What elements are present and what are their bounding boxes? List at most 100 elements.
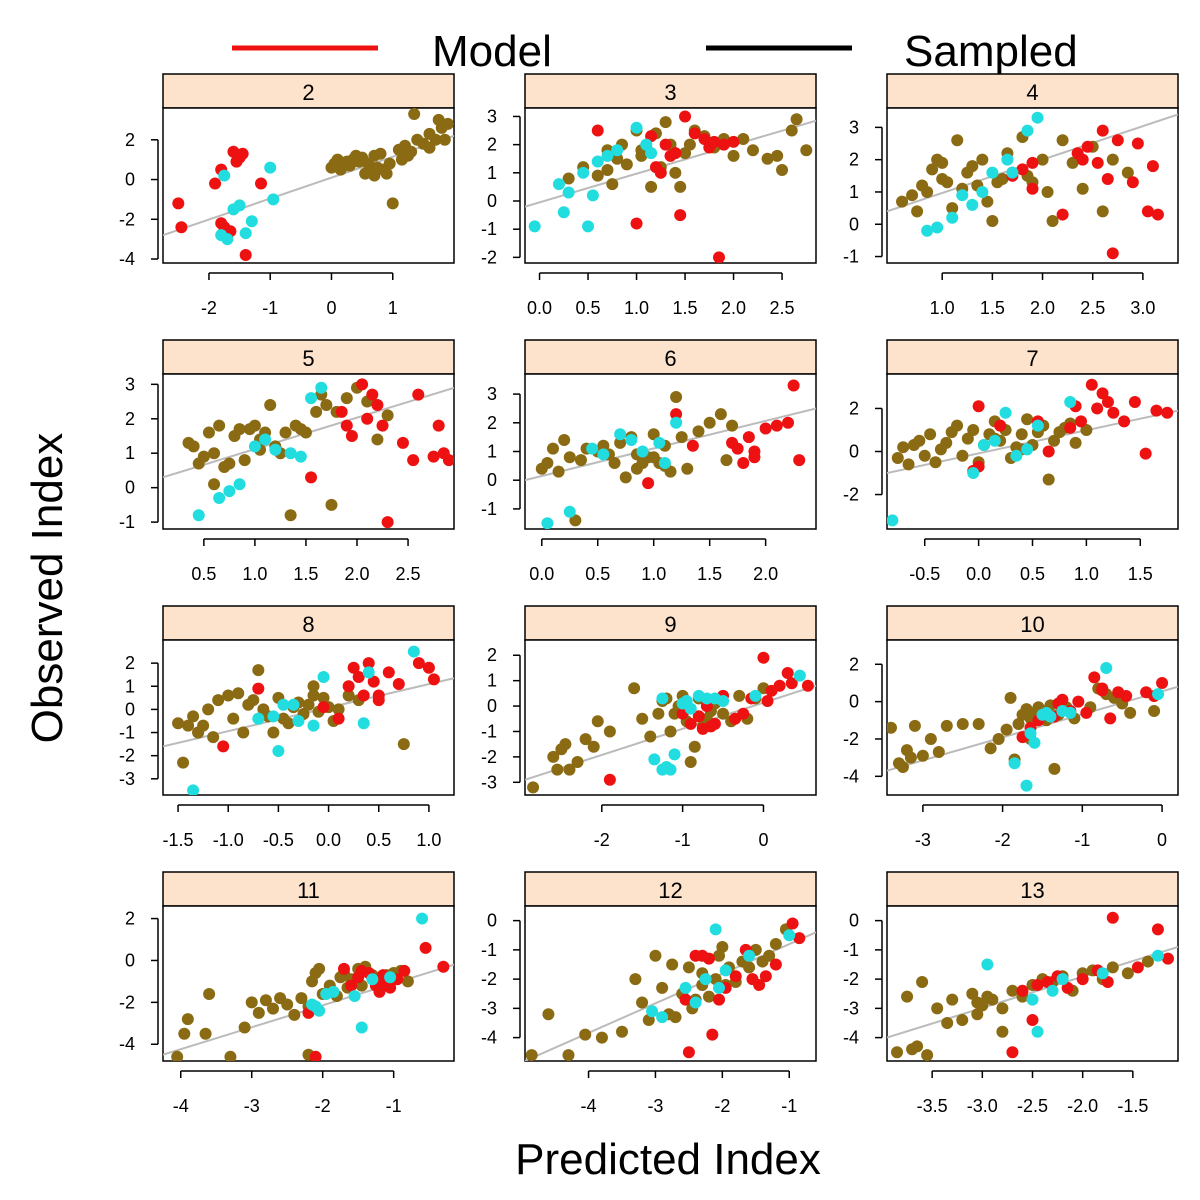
cyan-point: [287, 698, 300, 711]
y-tick-label: -2: [481, 247, 497, 267]
olive-point: [1066, 156, 1079, 169]
model-point: [793, 454, 806, 467]
cyan-point: [233, 199, 246, 212]
y-tick-label: -3: [481, 772, 497, 792]
x-tick-label: 1.5: [673, 298, 698, 318]
model-point: [239, 249, 252, 262]
model-point: [742, 431, 755, 444]
model-point: [781, 667, 794, 680]
model-point: [717, 138, 730, 151]
model-point: [1111, 134, 1124, 147]
cyan-point: [597, 448, 610, 461]
x-tick-label: 2.5: [770, 298, 795, 318]
model-point: [674, 209, 687, 222]
x-tick-label: -0.5: [263, 830, 294, 850]
olive-point: [574, 454, 587, 467]
model-point: [356, 378, 369, 391]
olive-point: [1004, 691, 1017, 704]
panel-11: 11 -4 -2 0 2 -4 -3 -2 -1: [119, 871, 455, 1116]
model-point: [230, 155, 243, 168]
olive-point: [636, 996, 649, 1009]
olive-point: [202, 703, 215, 716]
cyan-point: [1046, 984, 1059, 997]
model-point: [1096, 387, 1109, 400]
y-tick-label: -2: [843, 485, 859, 505]
cyan-point: [648, 753, 661, 766]
y-tick-label: 1: [487, 442, 497, 462]
cyan-point: [1152, 688, 1165, 701]
model-point: [317, 701, 330, 714]
olive-point: [702, 990, 715, 1003]
olive-point: [267, 1002, 280, 1015]
cyan-point: [1040, 706, 1053, 719]
panel-points: [887, 111, 1178, 260]
olive-point: [281, 998, 294, 1011]
olive-point: [916, 976, 929, 989]
olive-point: [986, 993, 999, 1006]
olive-point: [926, 163, 939, 176]
x-tick-label: -3: [915, 830, 931, 850]
olive-point: [891, 451, 904, 464]
model-point: [382, 666, 395, 679]
model-point: [1075, 415, 1087, 428]
olive-point: [682, 961, 695, 974]
legend-sampled-label: Sampled: [904, 27, 1078, 76]
y-tick-label: 3: [487, 384, 497, 404]
x-tick-label: -3: [647, 1096, 663, 1116]
cyan-point: [416, 912, 429, 925]
model-point: [215, 217, 228, 230]
model-point: [442, 454, 454, 467]
model-point: [713, 993, 725, 1006]
panel-strip-label: 9: [664, 612, 676, 637]
panel-strip: [886, 871, 1179, 907]
olive-point: [649, 949, 662, 962]
model-point: [398, 964, 411, 977]
olive-point: [984, 742, 997, 755]
y-tick-label: -4: [119, 1034, 135, 1054]
model-point: [1128, 395, 1141, 408]
olive-point: [1000, 723, 1013, 736]
cyan-point: [292, 714, 305, 727]
y-tick-label: -4: [843, 1028, 859, 1048]
model-point: [347, 661, 360, 674]
model-point: [1101, 976, 1114, 989]
olive-point: [342, 689, 355, 702]
model-point: [679, 993, 692, 1006]
olive-point: [674, 180, 687, 193]
olive-point: [940, 436, 953, 449]
cyan-point: [269, 443, 282, 456]
olive-point: [761, 152, 774, 165]
y-tick-label: 0: [849, 214, 859, 234]
cyan-point: [272, 745, 285, 758]
model-point: [1156, 676, 1169, 689]
y-tick-label: -3: [481, 998, 497, 1018]
cyan-point: [921, 224, 934, 237]
olive-point: [956, 1014, 969, 1027]
olive-point: [1015, 428, 1028, 441]
cyan-point: [1021, 124, 1034, 137]
x-tick-label: -3.5: [917, 1096, 948, 1116]
panel-points: [525, 110, 816, 263]
y-tick-label: 1: [487, 163, 497, 183]
y-tick-label: 2: [125, 653, 135, 673]
olive-point: [187, 710, 200, 723]
panel-strip-label: 10: [1020, 612, 1044, 637]
olive-point: [941, 1016, 954, 1029]
model-point: [706, 1028, 719, 1041]
olive-point: [976, 153, 989, 166]
model-point: [737, 456, 750, 469]
x-tick-label: -1: [675, 830, 691, 850]
model-point: [175, 221, 188, 234]
y-tick-label: 2: [849, 398, 859, 418]
cyan-point: [636, 445, 649, 458]
fit-line: [887, 945, 1178, 1039]
cyan-point: [680, 694, 693, 707]
cyan-point: [348, 990, 361, 1003]
cyan-point: [357, 717, 370, 730]
model-point: [757, 651, 770, 664]
olive-point: [918, 449, 931, 462]
olive-point: [966, 160, 979, 173]
model-point: [1101, 395, 1114, 408]
x-tick-label: 1.0: [641, 564, 666, 584]
y-tick-label: 2: [125, 409, 135, 429]
